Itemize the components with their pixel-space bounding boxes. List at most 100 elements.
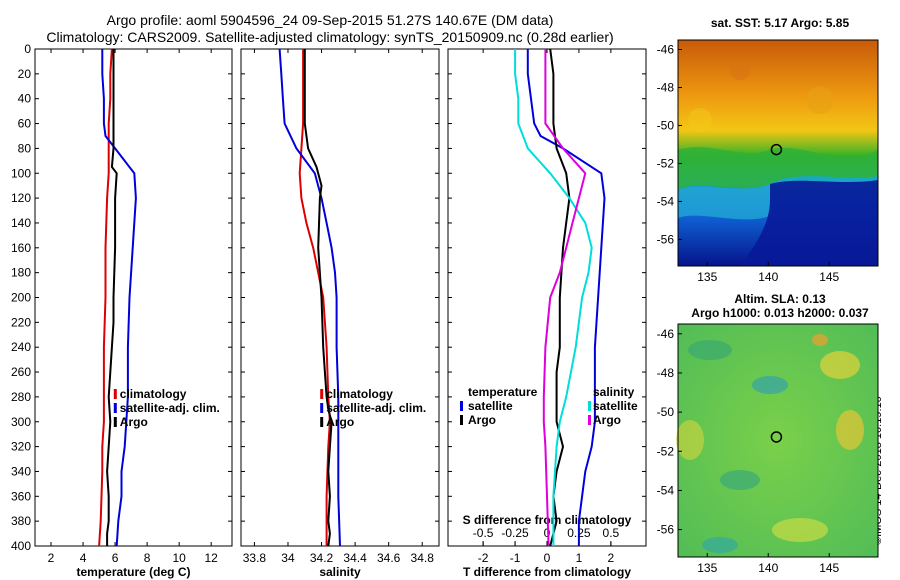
sla-lat-label: -54 [657,483,675,497]
x-tick-label-difference: -2 [478,551,489,565]
series-line-difference-2 [514,49,593,546]
y-tick-label: 360 [11,489,31,503]
sst-map [678,40,878,266]
x-tick-label-salinity: 34.6 [377,551,401,565]
sst-map-title: sat. SST: 5.17 Argo: 5.85 [710,16,850,30]
secondary-x-tick-label: -0.5 [473,526,494,540]
y-tick-label: 60 [18,117,32,131]
sla-map-title: Altim. SLA: 0.13 [734,292,826,306]
secondary-x-tick-label: 0 [544,526,551,540]
sla-map-subtitle: Argo h1000: 0.013 h2000: 0.037 [691,306,869,320]
series-line-temperature-2 [106,49,118,546]
legend-swatch-temperature [460,401,463,411]
x-tick-label-salinity: 33.8 [243,551,267,565]
sst-lon-label: 145 [819,270,839,284]
legend-swatch-temperature [113,417,117,427]
series-line-salinity-1 [278,48,341,547]
sst-map-frame [677,39,879,267]
x-tick-label-temperature: 6 [112,551,119,565]
sst-lat-label: -52 [657,156,675,170]
secondary-x-tick-label: -0.25 [501,526,529,540]
figure-title-line2: Climatology: CARS2009. Satellite-adjuste… [46,29,614,45]
figure-title-line1: Argo profile: aoml 5904596_24 09-Sep-201… [106,12,554,28]
legend-swatch-salinity [320,403,324,413]
sst-lon-label: 135 [697,270,717,284]
plot-area-salinity [240,48,440,547]
legend-swatch-temperature [113,389,117,399]
legend-swatch-salinity [320,389,324,399]
y-tick-label: 400 [11,539,31,553]
x-tick-label-salinity: 34.4 [343,551,367,565]
legend-label-salinity: Argo [593,413,621,427]
y-tick-label: 300 [11,415,31,429]
sst-lon-label: 140 [758,270,778,284]
legend-swatch-temperature [113,403,117,413]
secondary-x-tick-label: 0.5 [603,526,620,540]
sst-lat-label: -50 [657,118,675,132]
x-tick-label-salinity: 34.8 [411,551,435,565]
sst-lat-label: -56 [657,232,675,246]
y-tick-label: 380 [11,514,31,528]
y-tick-label: 340 [11,464,31,478]
series-line-difference-3 [542,49,587,547]
sla-lon-label: 140 [758,561,778,575]
x-tick-label-difference: 2 [608,551,615,565]
sla-argo-location-marker [770,431,783,443]
legend-label-temperature: Argo [468,413,496,427]
legend-swatch-salinity [588,401,591,411]
x-axis-label-salinity: salinity [319,565,361,579]
sla-lat-label: -56 [657,523,675,537]
x-tick-label-temperature: 2 [48,551,55,565]
legend-label-temperature: Argo [120,415,148,429]
y-tick-label: 180 [11,266,31,280]
sst-argo-location-marker [770,143,783,156]
sla-lat-label: -52 [657,444,675,458]
series-line-temperature-1 [101,49,137,547]
x-tick-label-difference: 1 [576,551,583,565]
sla-map [676,324,878,557]
legend-label-salinity: climatology [326,387,393,401]
x-tick-label-temperature: 8 [144,551,151,565]
y-tick-label: 20 [18,67,32,81]
series-line-salinity-2 [303,49,333,547]
series-line-temperature-0 [98,48,113,547]
sst-lat-label: -48 [657,80,675,94]
plot-area-temperature [34,48,233,547]
legend-swatch-temperature [460,415,463,425]
y-tick-label: 200 [11,291,31,305]
sla-lat-label: -46 [657,327,675,341]
y-tick-label: 140 [11,216,31,230]
legend-title-salinity: salinity [593,385,635,399]
x-tick-label-salinity: 34 [281,551,295,565]
y-tick-label: 320 [11,440,31,454]
y-tick-label: 260 [11,365,31,379]
x-tick-label-difference: 0 [544,551,551,565]
legend-title-temperature: temperature [468,385,538,399]
legend-label-salinity: satellite [593,399,638,413]
series-line-salinity-0 [298,49,331,546]
y-tick-label: 220 [11,315,31,329]
legend-label-salinity: satellite-adj. clim. [326,401,426,415]
x-tick-label-temperature: 4 [80,551,87,565]
legend-swatch-salinity [320,417,324,427]
y-tick-label: 160 [11,241,31,255]
sla-lat-label: -50 [657,405,675,419]
y-tick-label: 100 [11,166,31,180]
x-tick-label-salinity: 34.2 [310,551,334,565]
y-tick-label: 120 [11,191,31,205]
legend-swatch-salinity [588,415,591,425]
x-axis-label-temperature: temperature (deg C) [76,565,190,579]
x-axis-label-difference: T difference from climatology [463,565,631,579]
sla-lon-label: 135 [697,561,717,575]
sst-lat-label: -46 [657,42,675,56]
series-line-difference-0 [526,49,606,546]
legend-label-temperature: climatology [120,387,187,401]
legend-label-temperature: satellite [468,399,513,413]
x-tick-label-difference: -1 [510,551,521,565]
x-tick-label-temperature: 12 [204,551,218,565]
y-tick-label: 40 [18,92,32,106]
x-tick-label-temperature: 10 [172,551,186,565]
legend-label-salinity: Argo [326,415,354,429]
y-tick-label: 280 [11,390,31,404]
